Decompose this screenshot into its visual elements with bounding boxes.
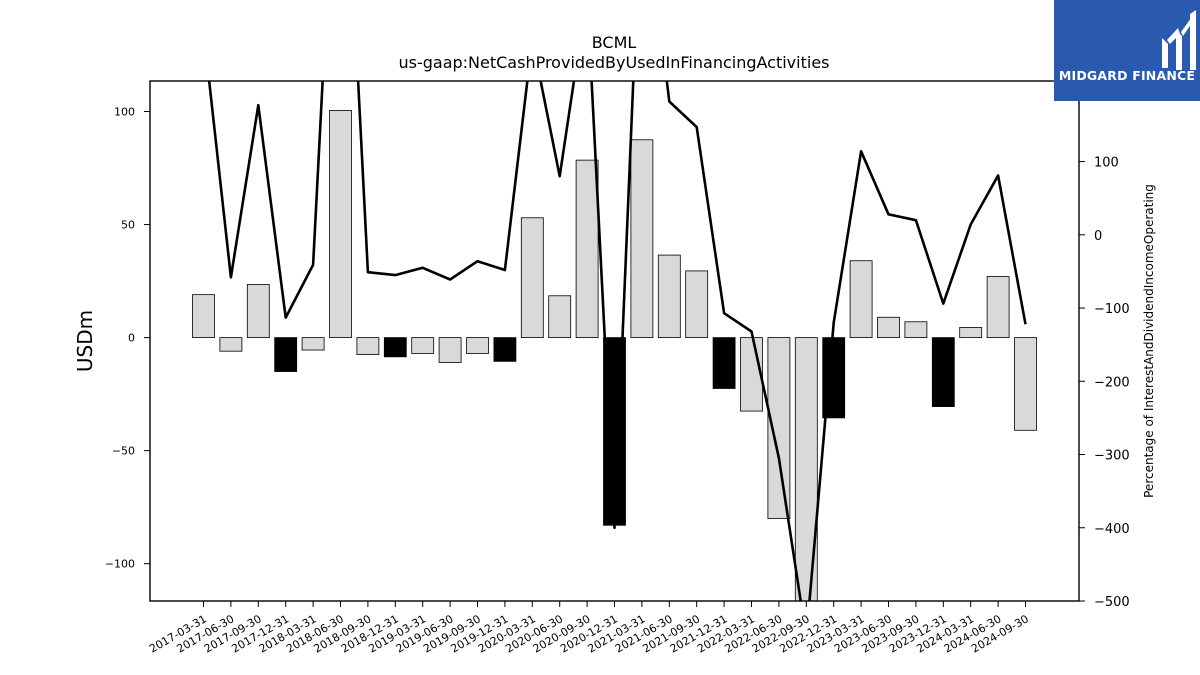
bar <box>877 316 900 339</box>
y2-tick-label: 0 <box>1094 229 1102 244</box>
bar <box>520 217 544 339</box>
bar <box>931 337 955 407</box>
brand-name: MIDGARD FINANCE <box>1058 68 1196 83</box>
bar <box>575 159 599 339</box>
bar <box>630 139 654 339</box>
y-tick-label: 50 <box>121 219 135 232</box>
bar <box>329 109 352 339</box>
y-tick-label: 100 <box>114 106 135 119</box>
bar <box>959 327 983 339</box>
chart-title: BCML <box>592 33 637 52</box>
bar <box>246 284 270 339</box>
y2-tick-label: −400 <box>1094 522 1130 537</box>
series-line <box>207 81 1027 601</box>
bar <box>411 337 435 354</box>
y2-tick-label: −100 <box>1094 302 1130 317</box>
bar <box>1014 337 1037 431</box>
bar <box>904 321 928 339</box>
bar <box>274 337 298 372</box>
bar <box>466 337 489 354</box>
bar <box>548 295 572 339</box>
bar <box>685 270 709 339</box>
bar <box>192 294 215 339</box>
bar <box>493 337 517 362</box>
bar <box>657 254 681 339</box>
y2-tick-label: −200 <box>1094 375 1130 390</box>
y-axis-label: USDm <box>73 310 97 372</box>
midgard-logo-icon <box>1162 10 1196 70</box>
y2-tick-label: 100 <box>1094 156 1119 171</box>
bar <box>767 337 791 519</box>
bar <box>986 276 1010 339</box>
bar <box>356 337 380 355</box>
y2-axis-label: Percentage of InterestAndDividendIncomeO… <box>1142 184 1156 498</box>
y-tick-label: −100 <box>105 558 135 571</box>
bar <box>438 337 462 363</box>
y-tick-label: −50 <box>112 445 135 458</box>
y2-tick-label: −500 <box>1094 595 1130 610</box>
bar <box>740 337 763 412</box>
brand-logo: MIDGARD FINANCE <box>1054 0 1200 101</box>
bar <box>383 337 407 358</box>
bar <box>301 337 325 351</box>
bar <box>219 337 243 352</box>
bar <box>712 337 736 389</box>
bar <box>849 260 873 339</box>
y2-tick-label: −300 <box>1094 449 1130 464</box>
y-tick-label: 0 <box>128 332 135 345</box>
chart-subtitle: us-gaap:NetCashProvidedByUsedInFinancing… <box>398 53 829 72</box>
